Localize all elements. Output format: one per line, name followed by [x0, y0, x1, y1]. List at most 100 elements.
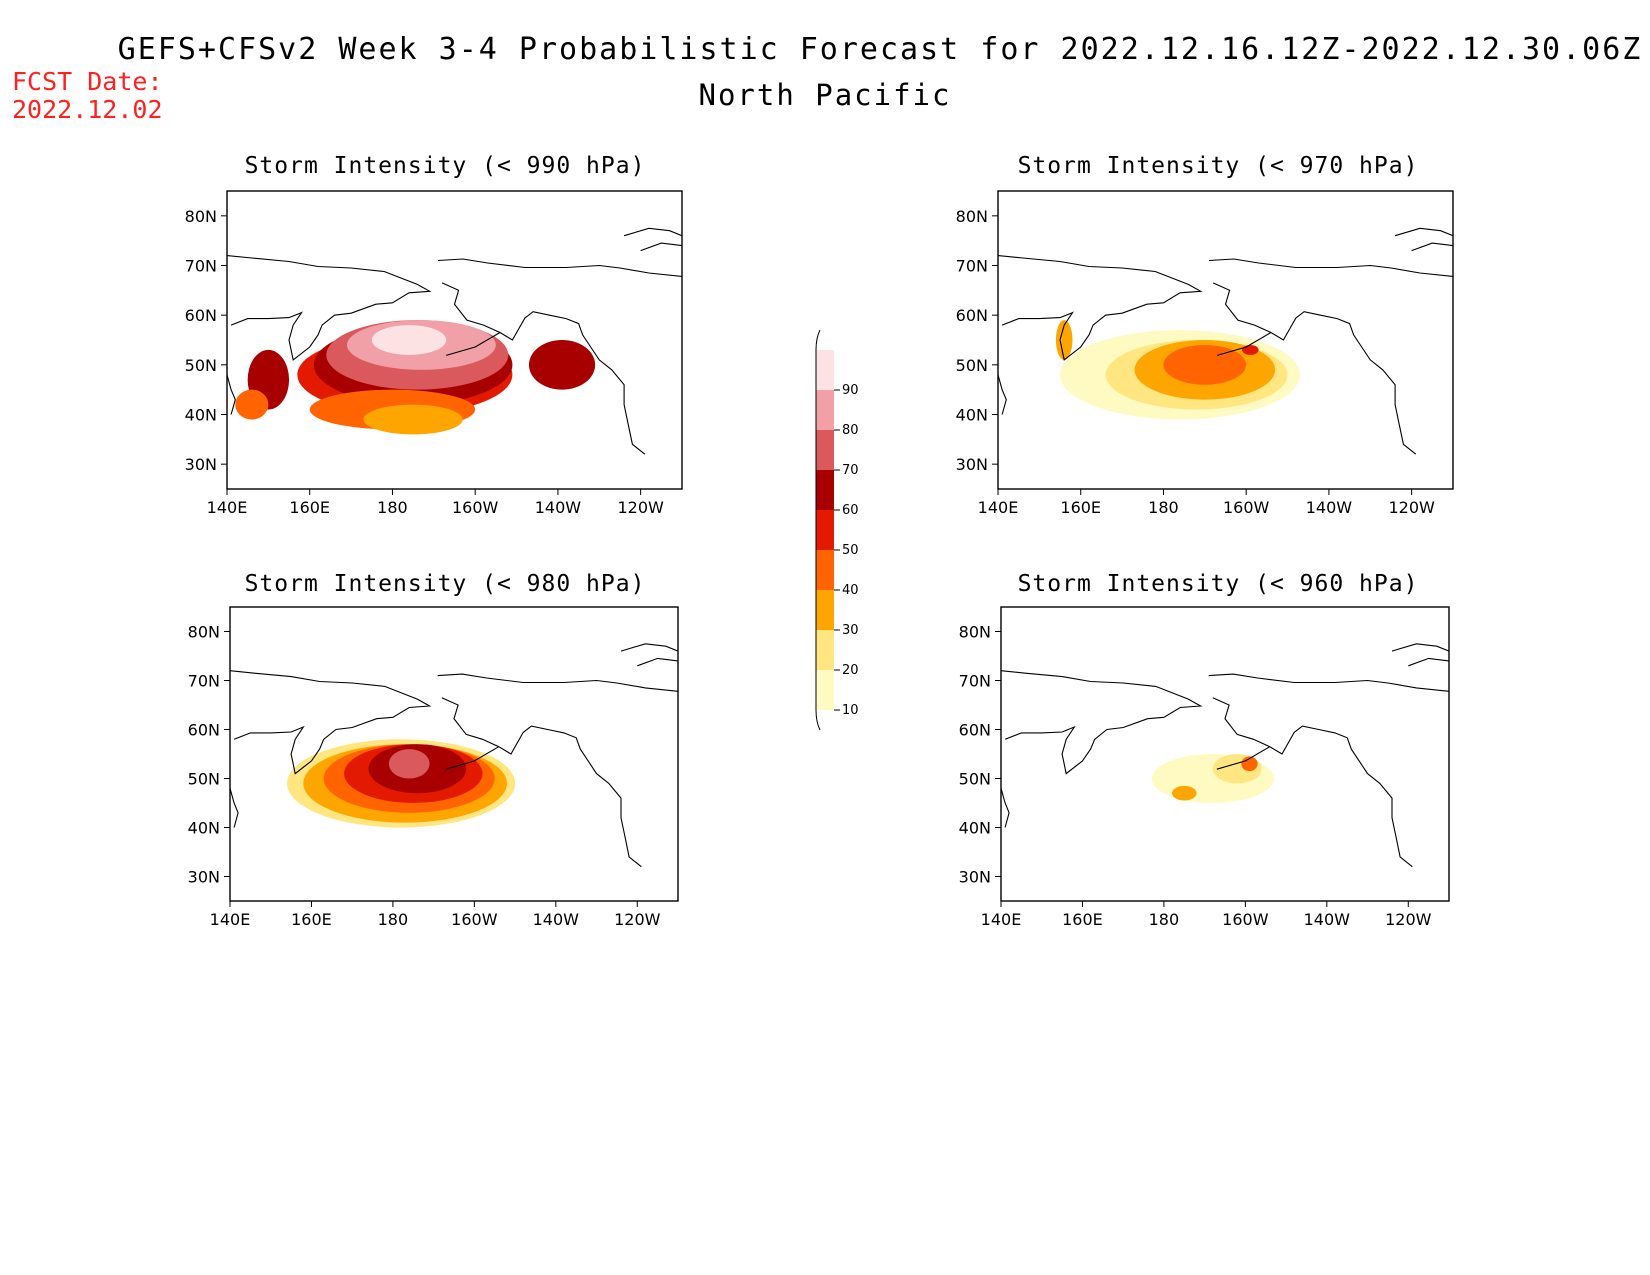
- lon-tick-label: 180: [378, 910, 409, 929]
- coastline-5: [620, 643, 678, 652]
- panel-title-970: Storm Intensity (< 970 hPa): [1017, 153, 1419, 179]
- lat-tick-label: 50N: [959, 770, 991, 789]
- coastline-4: [1216, 746, 1271, 770]
- lat-tick-label: 60N: [956, 306, 988, 325]
- coastline-5: [623, 227, 682, 237]
- colorbar-label: 40: [842, 583, 859, 598]
- lat-tick-label: 50N: [185, 356, 217, 375]
- lon-tick-label: 160E: [289, 498, 330, 517]
- panel-title-990: Storm Intensity (< 990 hPa): [244, 153, 646, 179]
- probability-blob-70: [388, 749, 430, 779]
- coastline-0: [230, 670, 432, 775]
- map-panel-990: 140E 160E 180 160W 140W 120W 30N 40N 50N 60N 70N 80…: [185, 190, 683, 517]
- probability-blob-50: [1242, 344, 1259, 355]
- colorbar-swatch: [816, 510, 834, 550]
- coastline-2: [1212, 282, 1417, 455]
- lon-tick-label: 140E: [210, 910, 251, 929]
- coastline-0: [1001, 670, 1203, 775]
- panel-title-980: Storm Intensity (< 980 hPa): [244, 571, 646, 597]
- probability-blob-60: [528, 340, 596, 390]
- coastline-3: [437, 258, 682, 277]
- lon-tick-label: 180: [1148, 498, 1179, 517]
- colorbar-label: 90: [842, 383, 859, 398]
- lon-tick-label: 140E: [981, 910, 1022, 929]
- coastline-1: [1001, 788, 1010, 828]
- coastline-1: [227, 374, 236, 415]
- colorbar-swatch: [816, 470, 834, 510]
- coastline-2: [1212, 697, 1413, 868]
- probability-blob-40: [1241, 756, 1258, 772]
- lat-tick-label: 50N: [188, 770, 220, 789]
- map-panel-980: 140E 160E 180 160W 140W 120W 30N 40N 50N 60N 70N 80…: [188, 606, 679, 929]
- lat-tick-label: 70N: [959, 672, 991, 691]
- lon-tick-label: 120W: [614, 910, 661, 929]
- colorbar: 10 20 30 40 50 60 70 80 90: [815, 329, 859, 731]
- coastline-0: [227, 255, 432, 361]
- probability-blob-30: [1055, 320, 1073, 360]
- lon-tick-label: 140W: [533, 910, 580, 929]
- lon-tick-label: 140E: [978, 498, 1019, 517]
- lon-tick-label: 180: [377, 498, 408, 517]
- lon-tick-label: 120W: [1388, 498, 1435, 517]
- lat-tick-label: 40N: [188, 819, 220, 838]
- colorbar-swatch: [816, 670, 834, 710]
- coastline-6: [640, 242, 682, 252]
- lat-tick-label: 30N: [959, 868, 991, 887]
- coastline-4: [1217, 332, 1272, 356]
- forecast-date-label: FCST Date: 2022.12.02: [12, 68, 163, 124]
- coastline-6: [1411, 242, 1453, 252]
- colorbar-swatch: [816, 390, 834, 430]
- map-frame: [997, 190, 1454, 490]
- map-frame: [229, 606, 679, 902]
- lon-tick-label: 160W: [452, 498, 499, 517]
- coastline-5: [1394, 227, 1453, 237]
- coastline-0: [998, 255, 1203, 361]
- lon-tick-label: 160W: [451, 910, 498, 929]
- colorbar-swatch: [816, 550, 834, 590]
- colorbar-label: 10: [842, 703, 859, 718]
- lat-tick-label: 40N: [956, 406, 988, 425]
- lon-tick-label: 140W: [1304, 910, 1351, 929]
- lat-tick-label: 50N: [956, 356, 988, 375]
- colorbar-swatch: [816, 350, 834, 390]
- lat-tick-label: 80N: [188, 623, 220, 642]
- lat-tick-label: 70N: [956, 257, 988, 276]
- lon-tick-label: 160E: [1062, 910, 1103, 929]
- lat-tick-label: 60N: [185, 306, 217, 325]
- map-frame: [1000, 606, 1450, 902]
- coastline-1: [998, 374, 1007, 415]
- lat-tick-label: 40N: [185, 406, 217, 425]
- lat-tick-label: 40N: [959, 819, 991, 838]
- fcst-label: FCST Date:: [12, 67, 163, 96]
- coastline-2: [441, 282, 646, 455]
- colorbar-top-cap: [815, 329, 821, 351]
- probability-blob-30: [363, 404, 463, 435]
- probability-blob-40: [1163, 344, 1247, 385]
- probability-blob-30: [1172, 785, 1197, 801]
- main-title: GEFS+CFSv2 Week 3-4 Probabilistic Foreca…: [117, 32, 1643, 67]
- lat-tick-label: 60N: [959, 721, 991, 740]
- region-subtitle: North Pacific: [698, 78, 952, 112]
- coastline-3: [1208, 258, 1453, 277]
- colorbar-label: 30: [842, 623, 859, 638]
- colorbar-label: 70: [842, 463, 859, 478]
- lat-tick-label: 30N: [188, 868, 220, 887]
- lon-tick-label: 120W: [1385, 910, 1432, 929]
- lon-tick-label: 120W: [617, 498, 664, 517]
- lat-tick-label: 80N: [185, 207, 217, 226]
- coastline-3: [1208, 673, 1449, 692]
- panel-title-960: Storm Intensity (< 960 hPa): [1017, 571, 1419, 597]
- coastline-3: [437, 673, 678, 692]
- lat-tick-label: 70N: [188, 672, 220, 691]
- probability-blob-90: [371, 325, 447, 355]
- colorbar-label: 50: [842, 543, 859, 558]
- colorbar-label: 20: [842, 663, 859, 678]
- map-frame: [226, 190, 683, 490]
- coastline-6: [1408, 657, 1449, 667]
- fcst-date: 2022.12.02: [12, 95, 163, 124]
- coastline-4: [446, 332, 501, 356]
- coastline-5: [1391, 643, 1449, 652]
- lat-tick-label: 70N: [185, 257, 217, 276]
- colorbar-bottom-cap: [815, 709, 821, 731]
- probability-blob-40: [235, 389, 269, 420]
